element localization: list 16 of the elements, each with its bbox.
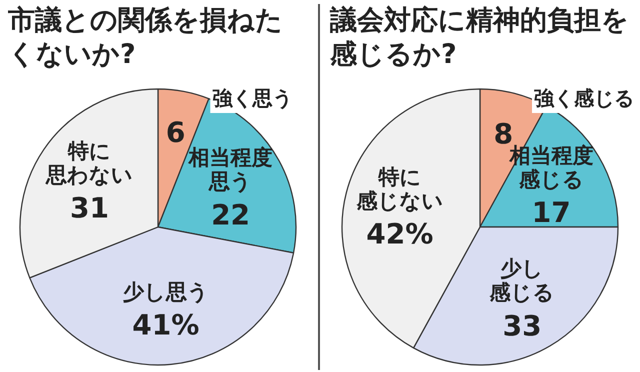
data-label: 33	[502, 310, 542, 343]
chart-title: 市議との関係を損ねたくないか?	[8, 4, 284, 72]
slice-label: 強く感じる	[534, 86, 634, 110]
slice-label: 少し思う	[122, 280, 209, 304]
chart-title: 議会対応に精神的負担を感じるか?	[330, 4, 630, 72]
slice-label: 少し感じる	[488, 256, 555, 305]
slice-label: 相当程度思う	[188, 146, 273, 194]
data-label: 31	[70, 192, 109, 225]
data-label: 42%	[366, 218, 434, 251]
slice-label: 特に思わない	[45, 138, 134, 187]
data-label: 22	[211, 198, 250, 232]
data-label: 6	[166, 116, 186, 150]
slice-label: 強く思う	[212, 86, 292, 110]
data-label: 41%	[132, 308, 200, 342]
slice-label: 特に感じない	[355, 164, 444, 213]
data-label: 17	[532, 196, 571, 230]
